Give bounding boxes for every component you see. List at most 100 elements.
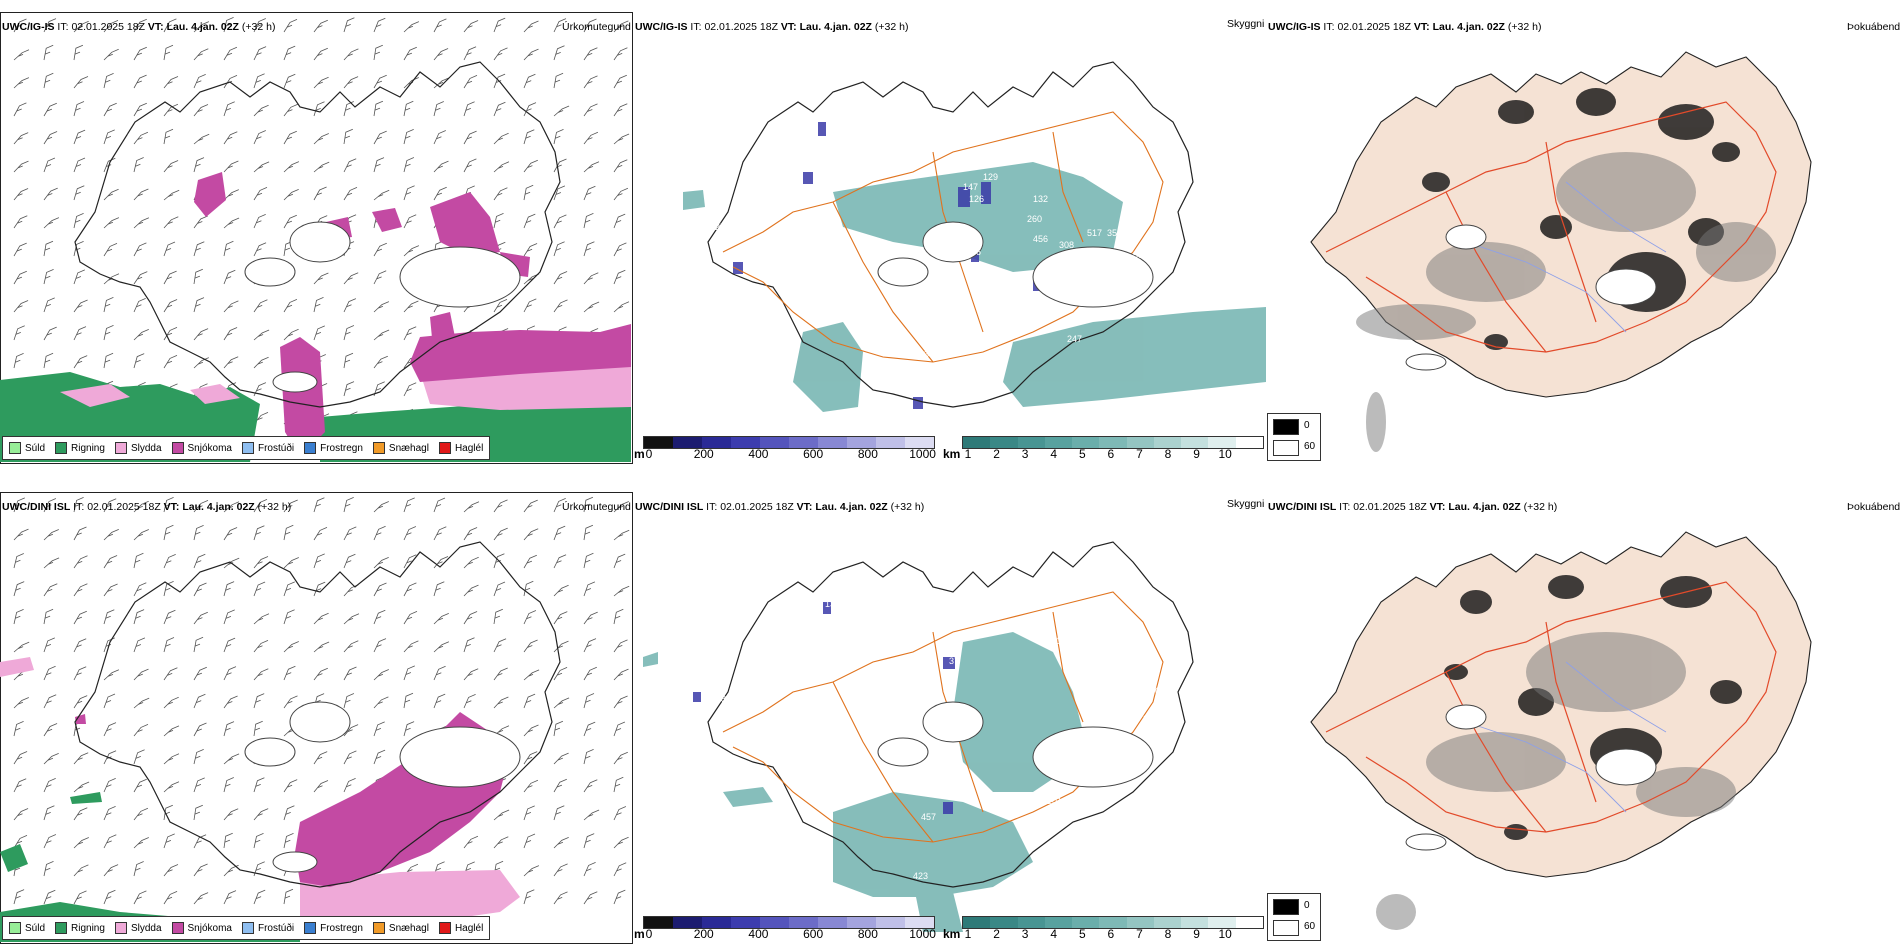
wind-barb (253, 187, 268, 201)
fog-swatch-0 (1273, 419, 1299, 435)
wind-barb (373, 100, 384, 117)
colorbar-tick: 1000 (909, 927, 936, 941)
wind-barb (193, 834, 207, 849)
colorbar-segment (963, 917, 991, 928)
wind-barb (163, 725, 180, 737)
wind-barb (193, 357, 209, 369)
legend-label: Frostregn (320, 442, 363, 454)
wind-barb (43, 131, 58, 145)
wind-barb (43, 352, 54, 369)
colorbar-tick: 5 (1078, 447, 1086, 461)
legend-label: Snæhagl (388, 442, 429, 454)
precip-map-top (0, 17, 631, 462)
it-value: 02.01.2025 18Z (1353, 501, 1427, 513)
model-name: UWC/IG-IS (2, 21, 55, 33)
wind-barb (13, 353, 24, 369)
fog-grey-streaks (1356, 152, 1776, 452)
wind-barb (163, 103, 179, 117)
wind-barb (523, 184, 534, 201)
wind-barb (343, 187, 358, 201)
ceiling-label: 356 (1067, 274, 1082, 284)
wind-barb (223, 189, 239, 201)
wind-barb (433, 641, 450, 653)
colorbar-segment (1072, 437, 1100, 448)
wind-barb (583, 693, 595, 709)
colorbar-tick: 10 (1218, 447, 1232, 461)
wind-barb (373, 157, 385, 173)
wind-barb (583, 721, 596, 737)
fog-panel-bottom (1266, 492, 1900, 942)
wind-barb (463, 46, 477, 61)
wind-barb (523, 129, 535, 145)
wind-barb (133, 46, 147, 61)
wind-barb (583, 862, 596, 877)
fog-panel-title: Þokuábendi (1847, 21, 1900, 33)
wind-barb (43, 269, 54, 285)
wind-barb (523, 779, 539, 793)
colorbar-tick: 6 (1107, 927, 1115, 941)
wind-barb (613, 187, 629, 201)
wind-barb (73, 638, 87, 653)
legend-item: Snæhagl (372, 442, 429, 454)
wind-barb (223, 777, 234, 793)
wind-barb (373, 501, 389, 513)
wind-barb (133, 552, 144, 569)
colorbar-segment (963, 437, 991, 448)
vt-label: VT: (796, 501, 813, 513)
visibility-panel-bottom: 130 37 20 950 402 357 343 242 201 985 457 423 318 37 (633, 492, 1266, 942)
wind-barb (253, 356, 269, 369)
wind-barb (43, 637, 55, 653)
ceiling-label: 343 (1053, 762, 1068, 772)
wind-barb (463, 75, 478, 89)
wind-barb (373, 17, 386, 33)
wind-barb (463, 584, 479, 597)
wind-barb (223, 46, 238, 61)
wind-barb (583, 638, 597, 653)
wind-barb (193, 133, 210, 145)
wind-barb (553, 584, 569, 597)
wind-barb (403, 185, 415, 201)
colorbar-segment (1181, 437, 1209, 448)
wind-barb (73, 269, 85, 285)
wind-barb (583, 581, 596, 597)
legend-item: Haglél (438, 922, 483, 934)
wind-barb (553, 778, 567, 793)
legend-swatch (438, 442, 451, 454)
ceiling-label: 423 (913, 871, 928, 881)
wind-barb (73, 185, 85, 201)
wind-barb (133, 500, 149, 513)
wind-barb (583, 666, 597, 681)
wind-barb (403, 382, 417, 397)
wind-barb (103, 583, 118, 597)
wind-barb (523, 865, 540, 877)
wind-barb (523, 805, 535, 821)
wind-barb (523, 889, 535, 905)
wind-barb (223, 753, 240, 765)
fog-label-60: 60 (1304, 921, 1316, 932)
colorbar-segment (990, 917, 1018, 928)
fog-label-0: 0 (1304, 420, 1310, 431)
wind-barb (13, 697, 29, 709)
wind-barb (613, 836, 629, 849)
wind-barb (583, 749, 594, 765)
wind-barb (253, 73, 265, 89)
legend-label: Snjókoma (187, 442, 232, 454)
colorbar-tick: 7 (1136, 927, 1143, 941)
colorbar-segment (847, 917, 876, 928)
colorbar-tick: 800 (857, 927, 878, 941)
wind-barb (373, 189, 390, 201)
ceiling-label: 132 (1033, 194, 1048, 204)
colorbar-tick: 5 (1078, 927, 1086, 941)
wind-barb (193, 241, 205, 257)
colorbar-segment (1181, 917, 1209, 928)
wind-barb (163, 327, 178, 341)
wind-barb (493, 608, 503, 625)
wind-barb (553, 72, 564, 89)
wind-barb (193, 553, 206, 569)
wind-barb (463, 637, 475, 653)
fog-label-0: 0 (1304, 900, 1310, 911)
wind-barb (373, 525, 386, 541)
wind-barb (163, 891, 178, 905)
wind-barb (193, 328, 209, 341)
visibility-colorbar-top (962, 436, 1264, 449)
